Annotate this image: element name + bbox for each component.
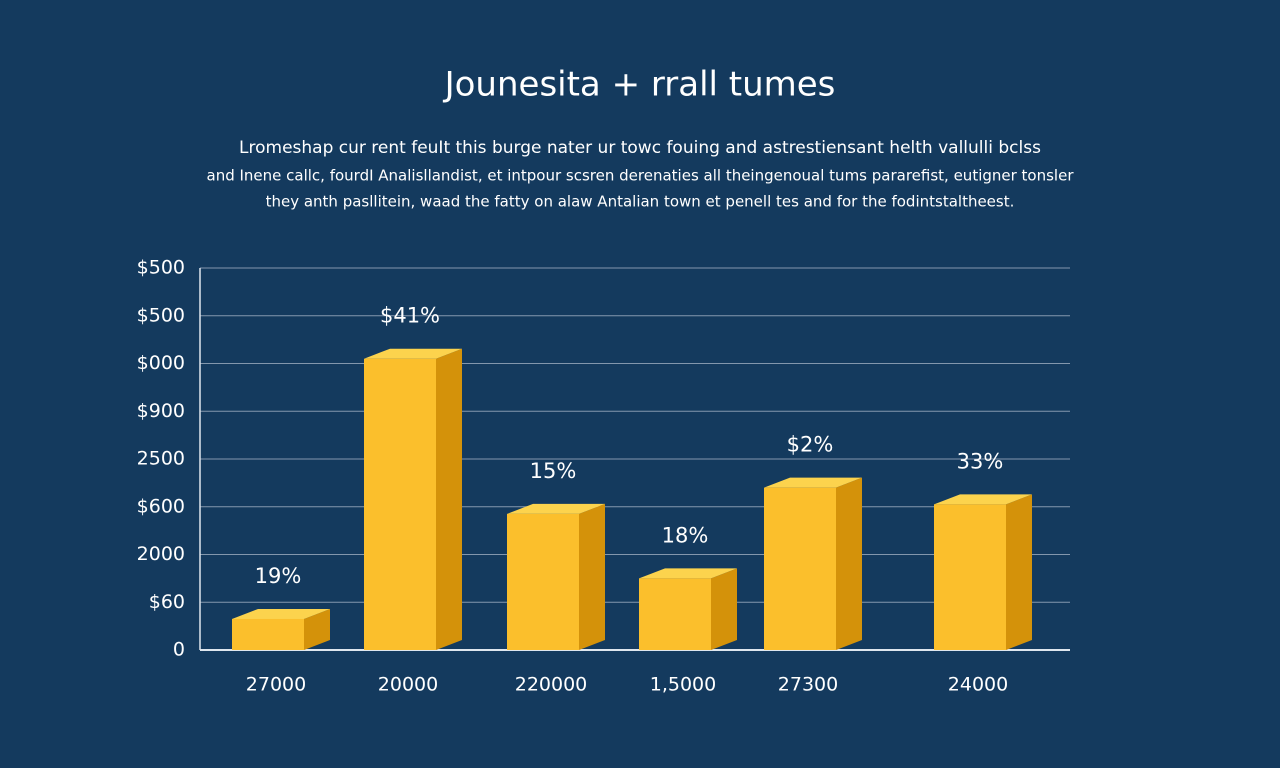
bar — [764, 477, 862, 650]
x-tick-label: 20000 — [378, 674, 438, 696]
bar — [364, 348, 462, 650]
bar-front — [639, 578, 711, 650]
bar-front — [934, 504, 1006, 650]
bar-side — [304, 608, 330, 650]
y-tick-label: 0 — [173, 639, 185, 661]
x-tick-label: 27000 — [246, 674, 306, 696]
bar-top — [364, 348, 462, 359]
bar-side — [436, 348, 462, 650]
bar-side — [836, 477, 862, 650]
bar-side — [711, 568, 737, 650]
bar-side — [579, 503, 605, 650]
bar — [639, 568, 737, 650]
bar-annotation: 15% — [530, 459, 577, 483]
y-tick-label: 2500 — [137, 448, 185, 470]
x-tick-label: 1,5000 — [650, 674, 716, 696]
bar-top — [507, 503, 605, 514]
bar-front — [364, 358, 436, 650]
bar — [507, 503, 605, 650]
bar-top — [639, 568, 737, 579]
y-tick-label: $60 — [149, 591, 185, 613]
bar — [232, 608, 330, 650]
bar-annotation: $41% — [380, 304, 440, 328]
bar — [934, 494, 1032, 650]
bar-top — [934, 494, 1032, 505]
y-tick-label: $500 — [137, 304, 185, 326]
subtitle-line: they anth pasllitein, waad the fatty on … — [266, 193, 1015, 211]
bar-front — [764, 487, 836, 650]
y-tick-label: $000 — [137, 352, 185, 374]
bar-front — [507, 513, 579, 650]
subtitle-line: Lromeshap cur rent feuIt this burge nate… — [239, 138, 1041, 158]
y-tick-label: $900 — [137, 400, 185, 422]
x-tick-label: 24000 — [948, 674, 1008, 696]
x-tick-label: 220000 — [515, 674, 588, 696]
bar-annotation: 33% — [957, 449, 1004, 473]
bar-front — [232, 618, 304, 650]
bar-side — [1006, 494, 1032, 650]
bar-annotation: 18% — [662, 523, 709, 547]
x-tick-label: 27300 — [778, 674, 838, 696]
bar-top — [232, 608, 330, 619]
y-tick-label: $600 — [137, 495, 185, 517]
y-tick-label: 2000 — [137, 543, 185, 565]
bar-top — [764, 477, 862, 488]
bar-annotation: $2% — [787, 433, 834, 457]
bar-annotation: 19% — [255, 564, 302, 588]
subtitle-line: and Inene callc, fourdI Analisllandist, … — [207, 167, 1075, 185]
chart-title: Jounesita + rrall tumes — [443, 65, 836, 105]
y-tick-label: $500 — [137, 257, 185, 279]
